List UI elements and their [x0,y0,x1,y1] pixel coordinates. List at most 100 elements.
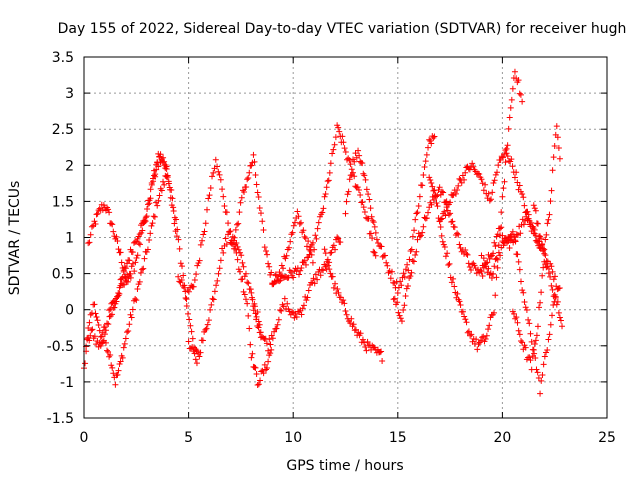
data-point [428,179,435,186]
data-point [491,309,498,316]
data-point [347,172,354,179]
data-point [401,273,408,280]
data-point [416,233,423,240]
data-point [362,343,369,350]
data-point [509,163,516,170]
data-point [246,325,253,332]
data-point [420,223,427,230]
data-point [214,277,221,284]
data-point [311,280,318,287]
data-point [243,183,250,190]
data-point [228,237,235,244]
data-point [534,369,541,376]
data-point [470,163,477,170]
data-point [142,214,149,221]
data-point [543,231,550,238]
data-point [212,156,219,163]
data-point [128,263,135,270]
data-point [394,289,401,296]
y-tick-label: -0.5 [47,339,74,355]
data-point [322,191,329,198]
data-point [322,250,329,257]
data-point [91,218,98,225]
data-point [525,316,532,323]
data-point [462,316,469,323]
data-point [205,317,212,324]
data-point [94,317,101,324]
data-point [547,198,554,205]
data-point [246,169,253,176]
data-point [100,202,107,209]
data-point [265,347,272,354]
data-point [414,209,421,216]
data-point [86,239,93,246]
data-point [200,231,207,238]
data-point [354,184,361,191]
data-point [197,349,204,356]
data-point [261,361,268,368]
data-point [190,283,197,290]
data-point [255,193,262,200]
data-point [538,235,545,242]
data-point [329,273,336,280]
data-point [476,170,483,177]
data-point [400,270,407,277]
data-point [555,309,562,316]
data-point [232,245,239,252]
data-point [188,328,195,335]
data-point [181,284,188,291]
data-point [102,339,109,346]
data-point [128,314,135,321]
data-point [463,319,470,326]
data-point [539,272,546,279]
data-point [257,210,264,217]
data-point [523,306,530,313]
data-point [342,148,349,155]
data-point [297,267,304,274]
data-point [107,306,114,313]
data-point [104,320,111,327]
data-point [301,233,308,240]
data-point [554,134,561,141]
data-point [245,174,252,181]
data-point [164,172,171,179]
data-point [388,268,395,275]
data-point [437,216,444,223]
data-point [555,285,562,292]
data-point [160,178,167,185]
data-point [296,220,303,227]
data-point [398,318,405,325]
data-point [360,204,367,211]
data-point [275,316,282,323]
data-point [519,98,526,105]
data-point [513,314,520,321]
data-point [297,219,304,226]
data-point [335,235,342,242]
data-point [527,330,534,337]
data-point [110,370,117,377]
data-point [109,364,116,371]
data-point [313,235,320,242]
data-point [241,291,248,298]
data-point [526,320,533,327]
data-point [486,271,493,278]
data-point [238,252,245,259]
data-point [244,300,251,307]
data-point [155,197,162,204]
data-point [469,160,476,167]
data-point [302,261,309,268]
y-tick-label: 0 [65,303,74,319]
data-point [263,247,270,254]
data-point [289,308,296,315]
data-point [277,307,284,314]
data-point [335,289,342,296]
data-point [517,338,524,345]
data-point [207,306,214,313]
data-point [524,217,531,224]
data-point [154,202,161,209]
data-point [549,312,556,319]
data-point [96,327,103,334]
data-point [158,187,165,194]
y-axis-ticks: -1.5 -1 -0.5 0 0.5 1 1.5 2 2.5 3 3.5 [47,50,607,427]
data-point [112,381,119,388]
